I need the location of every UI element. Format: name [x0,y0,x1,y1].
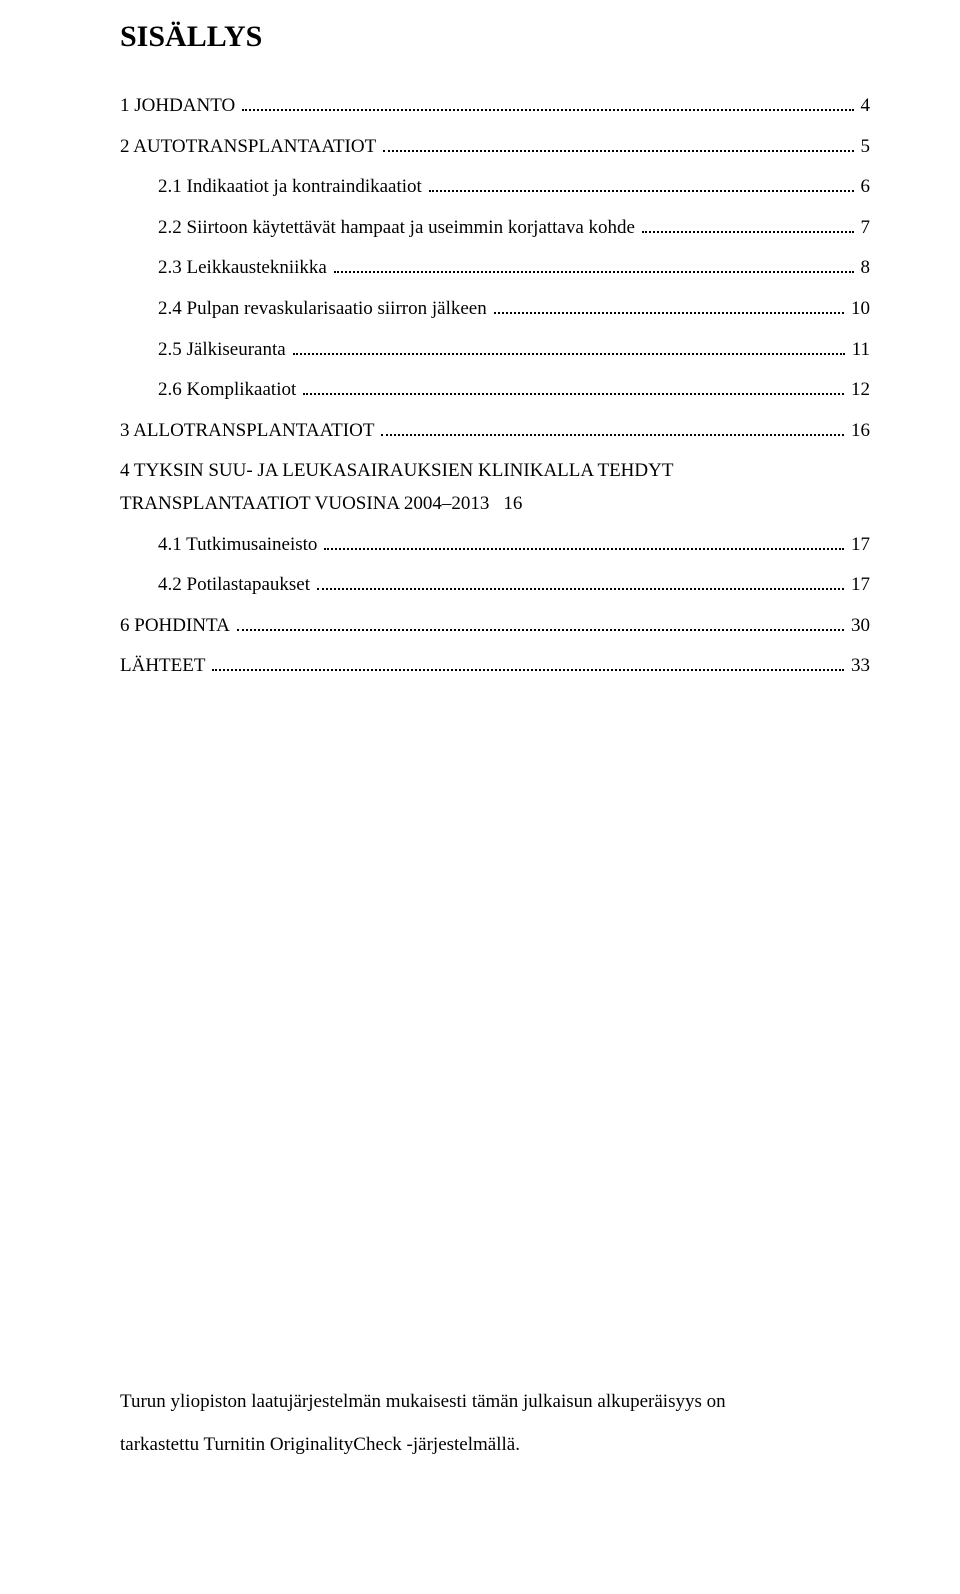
toc-label: 4 TYKSIN SUU- JA LEUKASAIRAUKSIEN KLINIK… [120,457,673,486]
toc-page-number: 5 [857,133,871,162]
toc-entry: 2.2 Siirtoon käytettävät hampaat ja usei… [120,214,870,243]
toc-entry: 2.6 Komplikaatiot 12 [120,376,870,405]
table-of-contents: 1 JOHDANTO 4 2 AUTOTRANSPLANTAATIOT 5 2.1 In… [120,92,870,681]
toc-page-number: 33 [847,652,870,681]
toc-leader-dots [429,173,854,192]
footer-line-1: Turun yliopiston laatujärjestelmän mukai… [120,1381,870,1424]
toc-label: 4.1 Tutkimusaineisto [158,531,321,560]
toc-label: 2.2 Siirtoon käytettävät hampaat ja usei… [158,214,639,243]
toc-page-number: 8 [857,254,871,283]
toc-leader-dots [317,571,844,590]
toc-label: 2.1 Indikaatiot ja kontraindikaatiot [158,173,426,202]
toc-leader-dots [383,133,853,152]
toc-entry: 2.4 Pulpan revaskularisaatio siirron jäl… [120,295,870,324]
toc-leader-dots [324,530,844,549]
toc-label: 6 POHDINTA [120,612,234,641]
toc-leader-dots [303,376,844,395]
toc-leader-dots [212,652,844,671]
toc-page-number: 10 [847,295,870,324]
toc-leader-dots [642,214,854,233]
toc-label: 2.6 Komplikaatiot [158,376,300,405]
toc-leader-dots [494,295,844,314]
footer-line-2: tarkastettu Turnitin OriginalityCheck -j… [120,1424,870,1467]
toc-label: 2.4 Pulpan revaskularisaatio siirron jäl… [158,295,491,324]
toc-entry: 2.1 Indikaatiot ja kontraindikaatiot 6 [120,173,870,202]
toc-page-number: 17 [847,571,870,600]
toc-leader-dots [242,92,853,111]
toc-label: 2.5 Jälkiseuranta [158,336,290,365]
toc-page-number: 4 [857,92,871,121]
toc-page-number: 16 [847,417,870,446]
toc-entry: 3 ALLOTRANSPLANTAATIOT 16 [120,417,870,446]
toc-entry: 4.2 Potilastapaukset 17 [120,571,870,600]
toc-page-number: 7 [857,214,871,243]
toc-label: 2.3 Leikkaustekniikka [158,254,331,283]
toc-page-number: 16 [499,490,522,519]
toc-entry: 1 JOHDANTO 4 [120,92,870,121]
toc-page-number: 11 [848,336,870,365]
toc-label: LÄHTEET [120,652,209,681]
page-title: SISÄLLYS [120,20,870,54]
toc-entry: 4 TYKSIN SUU- JA LEUKASAIRAUKSIEN KLINIK… [120,457,870,518]
toc-label: 2 AUTOTRANSPLANTAATIOT [120,133,380,162]
toc-entry: 4.1 Tutkimusaineisto 17 [120,530,870,559]
toc-entry: 6 POHDINTA 30 [120,612,870,641]
toc-label: 4.2 Potilastapaukset [158,571,314,600]
toc-entry: 2.3 Leikkaustekniikka 8 [120,254,870,283]
toc-leader-dots [334,254,854,273]
toc-entry: 2.5 Jälkiseuranta 11 [120,336,870,365]
toc-label: 3 ALLOTRANSPLANTAATIOT [120,417,378,446]
toc-page-number: 17 [847,531,870,560]
toc-leader-dots [381,417,844,436]
toc-label: 1 JOHDANTO [120,92,239,121]
toc-label: TRANSPLANTAATIOT VUOSINA 2004–2013 [120,490,493,519]
toc-entry: LÄHTEET 33 [120,652,870,681]
toc-entry: 2 AUTOTRANSPLANTAATIOT 5 [120,133,870,162]
toc-leader-dots [237,612,844,631]
toc-page-number: 6 [857,173,871,202]
toc-page-number: 12 [847,376,870,405]
toc-leader-dots [293,336,845,355]
footer-note: Turun yliopiston laatujärjestelmän mukai… [120,1381,870,1467]
toc-page-number: 30 [847,612,870,641]
